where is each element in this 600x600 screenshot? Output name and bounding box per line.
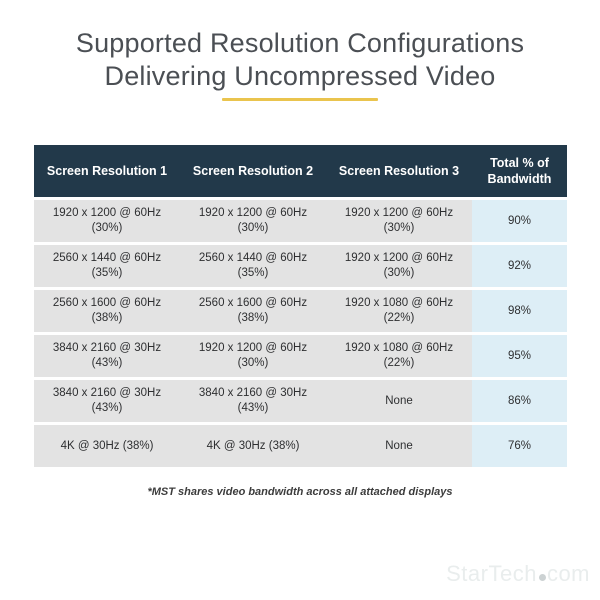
table-row: 2560 x 1440 @ 60Hz (35%) 2560 x 1440 @ 6… <box>34 245 567 287</box>
resolution-cell: 3840 x 2160 @ 30Hz (43%) <box>34 380 180 422</box>
watermark-suffix-text: com <box>546 561 590 586</box>
resolution-cell: 1920 x 1200 @ 60Hz (30%) <box>326 245 472 287</box>
table-row: 3840 x 2160 @ 30Hz (43%) 3840 x 2160 @ 3… <box>34 380 567 422</box>
resolution-cell: 4K @ 30Hz (38%) <box>34 425 180 467</box>
resolution-table: Screen Resolution 1 Screen Resolution 2 … <box>34 145 567 467</box>
bandwidth-cell: 98% <box>472 290 567 332</box>
resolution-cell: 2560 x 1600 @ 60Hz (38%) <box>34 290 180 332</box>
header-total-bandwidth: Total % of Bandwidth <box>487 156 552 186</box>
resolution-cell: 2560 x 1440 @ 60Hz (35%) <box>180 245 326 287</box>
resolution-cell: 1920 x 1200 @ 60Hz (30%) <box>180 200 326 242</box>
title-underline <box>222 98 378 101</box>
bandwidth-cell: 92% <box>472 245 567 287</box>
resolution-cell: 2560 x 1440 @ 60Hz (35%) <box>34 245 180 287</box>
resolution-cell: 1920 x 1080 @ 60Hz (22%) <box>326 335 472 377</box>
table-row: 2560 x 1600 @ 60Hz (38%) 2560 x 1600 @ 6… <box>34 290 567 332</box>
page-title: Supported Resolution Configurations Deli… <box>75 28 525 91</box>
resolution-cell: 1920 x 1200 @ 60Hz (30%) <box>180 335 326 377</box>
table-row: 4K @ 30Hz (38%) 4K @ 30Hz (38%) None 76% <box>34 425 567 467</box>
bandwidth-cell: 90% <box>472 200 567 242</box>
startech-watermark: StarTech com <box>446 561 590 587</box>
watermark-brand-text: StarTech <box>446 561 537 586</box>
resolution-cell: 3840 x 2160 @ 30Hz (43%) <box>180 380 326 422</box>
header-screen-resolution-1: Screen Resolution 1 <box>46 164 168 178</box>
resolution-cell: 4K @ 30Hz (38%) <box>180 425 326 467</box>
table-header-row: Screen Resolution 1 Screen Resolution 2 … <box>34 145 567 197</box>
table-row: 3840 x 2160 @ 30Hz (43%) 1920 x 1200 @ 6… <box>34 335 567 377</box>
watermark-dot-icon <box>538 574 546 581</box>
table-row: 1920 x 1200 @ 60Hz (30%) 1920 x 1200 @ 6… <box>34 200 567 242</box>
resolution-cell: None <box>326 380 472 422</box>
resolution-cell: 1920 x 1080 @ 60Hz (22%) <box>326 290 472 332</box>
header-screen-resolution-3: Screen Resolution 3 <box>338 164 460 178</box>
resolution-cell: 3840 x 2160 @ 30Hz (43%) <box>34 335 180 377</box>
resolution-cell: None <box>326 425 472 467</box>
bandwidth-cell: 86% <box>472 380 567 422</box>
resolution-cell: 2560 x 1600 @ 60Hz (38%) <box>180 290 326 332</box>
bandwidth-cell: 76% <box>472 425 567 467</box>
header-screen-resolution-2: Screen Resolution 2 <box>192 164 314 178</box>
mst-footnote: *MST shares video bandwidth across all a… <box>147 486 453 498</box>
resolution-cell: 1920 x 1200 @ 60Hz (30%) <box>326 200 472 242</box>
resolution-cell: 1920 x 1200 @ 60Hz (30%) <box>34 200 180 242</box>
bandwidth-cell: 95% <box>472 335 567 377</box>
